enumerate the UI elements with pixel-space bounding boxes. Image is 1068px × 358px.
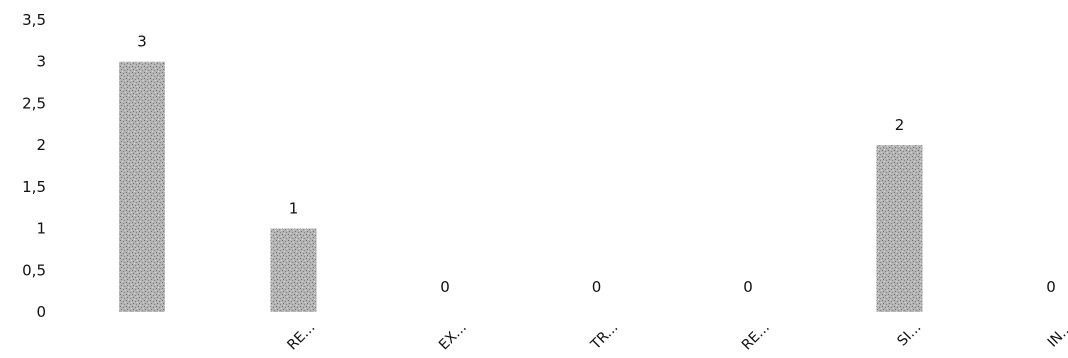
y-tick-label: 2 bbox=[36, 136, 46, 154]
bar bbox=[270, 228, 317, 312]
x-category-label: EX... bbox=[436, 320, 470, 354]
x-axis: RE... EX... TR... RE... SI... IN... bbox=[284, 320, 1068, 354]
y-tick-label: 1,5 bbox=[22, 178, 46, 196]
data-label: 2 bbox=[895, 116, 905, 134]
data-label: 0 bbox=[592, 278, 602, 296]
data-label: 0 bbox=[440, 278, 450, 296]
y-tick-label: 0,5 bbox=[22, 261, 46, 279]
data-label: 3 bbox=[137, 33, 147, 51]
x-category-label: IN... bbox=[1045, 320, 1068, 351]
y-tick-label: 3,5 bbox=[22, 11, 46, 29]
data-label: 0 bbox=[743, 278, 753, 296]
x-category-label: TR... bbox=[587, 320, 621, 354]
data-labels: 3 1 0 0 0 2 0 bbox=[137, 33, 1056, 296]
y-tick-label: 2,5 bbox=[22, 94, 46, 112]
bar bbox=[876, 145, 923, 312]
bar bbox=[119, 61, 165, 312]
y-tick-label: 3 bbox=[36, 53, 46, 71]
x-category-label: RE... bbox=[284, 320, 318, 354]
x-category-label: RE... bbox=[739, 320, 773, 354]
data-label: 0 bbox=[1046, 278, 1056, 296]
y-tick-label: 1 bbox=[36, 220, 46, 238]
y-axis: 0 0,5 1 1,5 2 2,5 3 3,5 bbox=[22, 11, 46, 321]
data-label: 1 bbox=[289, 200, 299, 218]
y-tick-label: 0 bbox=[36, 303, 46, 321]
bars bbox=[119, 61, 923, 312]
x-category-label: SI... bbox=[894, 320, 924, 350]
